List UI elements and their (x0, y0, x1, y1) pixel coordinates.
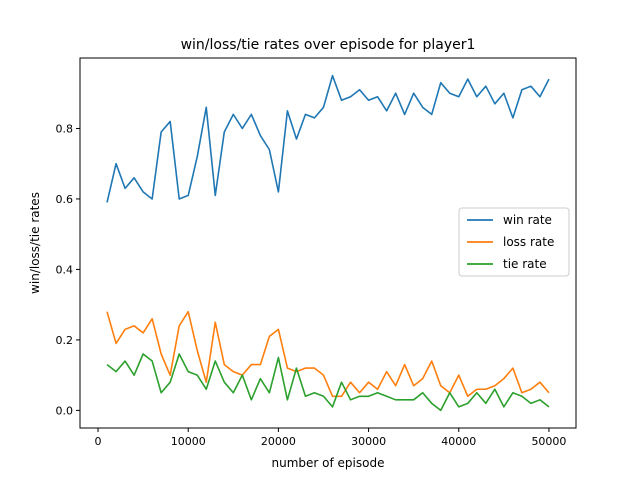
series-line-win-rate (106, 74, 550, 203)
x-tick-label: 0 (95, 435, 102, 448)
x-axis-label: number of episode (272, 456, 385, 470)
x-axis-ticks: 0 10000 20000 30000 40000 50000 (95, 428, 566, 448)
plot-frame (79, 57, 577, 429)
legend-box (458, 207, 570, 277)
x-tick-label: 30000 (351, 435, 386, 448)
x-tick-label: 10000 (171, 435, 206, 448)
y-tick-label: 0.0 (56, 404, 74, 417)
series-line-loss-rate (106, 310, 550, 398)
x-tick-label: 50000 (531, 435, 566, 448)
y-tick-label: 0.4 (56, 263, 74, 276)
y-tick-label: 0.8 (56, 122, 74, 135)
x-tick-label: 40000 (441, 435, 476, 448)
legend-label: loss rate (503, 235, 554, 249)
y-tick-label: 0.2 (56, 334, 74, 347)
y-axis-label: win/loss/tie rates (28, 192, 42, 294)
x-tick-label: 20000 (261, 435, 296, 448)
legend-label: tie rate (503, 257, 547, 271)
y-tick-label: 0.6 (56, 193, 74, 206)
y-axis-ticks: 0.0 0.2 0.4 0.6 0.8 (56, 122, 80, 417)
plot-lines (106, 74, 550, 412)
series-line-tie-rate (106, 353, 550, 412)
legend: win rate loss rate tie rate (458, 207, 570, 277)
chart-title: win/loss/tie rates over episode for play… (181, 37, 476, 53)
legend-label: win rate (503, 213, 552, 227)
